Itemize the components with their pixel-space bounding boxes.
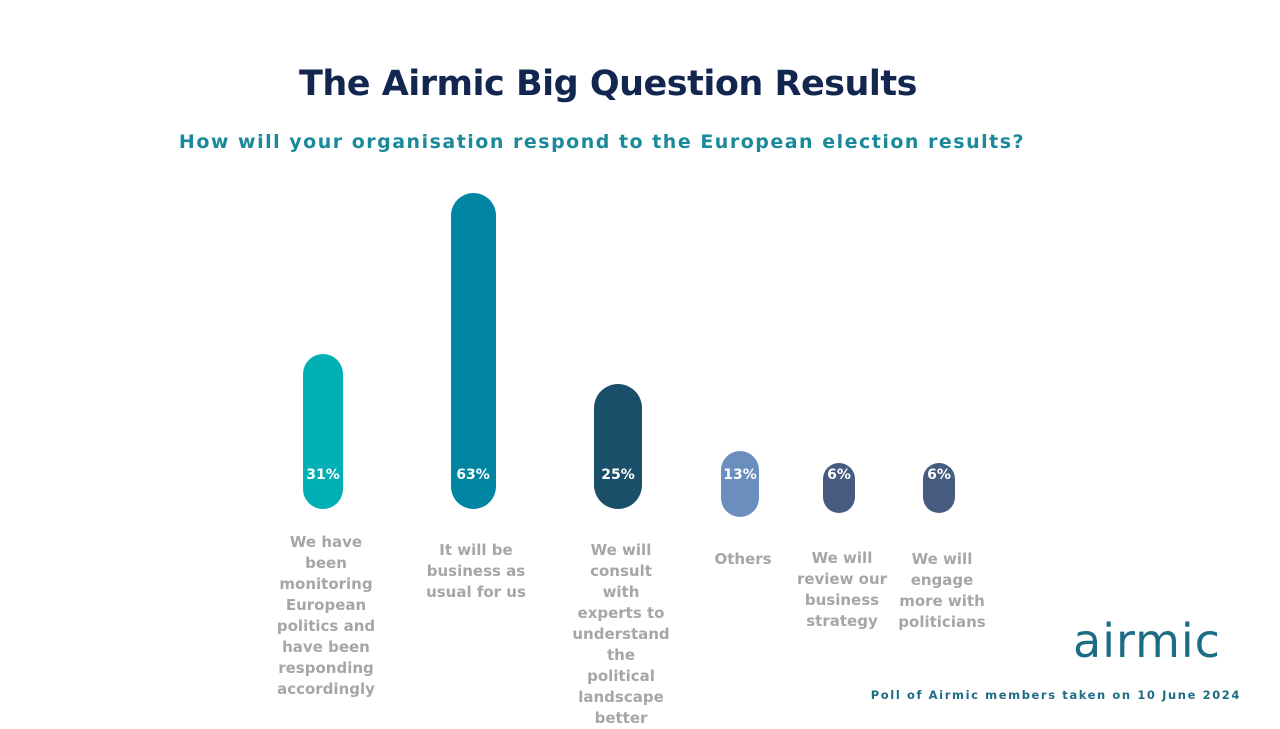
airmic-logo: airmic — [1073, 614, 1221, 668]
category-label-5: We will engage more with politicians — [898, 550, 986, 631]
bar-value-label-4: 6% — [827, 467, 851, 483]
bar-1: 63% — [450, 193, 496, 509]
bar-value-label-1: 63% — [456, 467, 490, 483]
category-label-4: We will review our business strategy — [796, 549, 888, 630]
category-label-2: We will consult with experts to understa… — [572, 541, 670, 727]
bar-value-label-2: 25% — [601, 466, 635, 483]
bar-value-label-5: 6% — [927, 467, 951, 483]
chart-subtitle: How will your organisation respond to th… — [178, 131, 1026, 153]
bar-value-label-0: 31% — [306, 466, 340, 483]
chart-title: The Airmic Big Question Results — [299, 64, 918, 104]
bar-0: 31% — [303, 353, 343, 509]
category-label-1: It will be business as usual for us — [426, 541, 526, 601]
bar-2: 25% — [594, 383, 642, 509]
bar-4: 6% — [823, 463, 855, 513]
category-label-3: Others — [714, 550, 772, 568]
poll-footnote: Poll of Airmic members taken on 10 June … — [870, 688, 1241, 702]
bar-5: 6% — [923, 463, 955, 513]
bar-3: 13% — [721, 451, 759, 517]
category-label-0: We have been monitoring European politic… — [276, 533, 376, 698]
bar-value-label-3: 13% — [723, 466, 757, 483]
